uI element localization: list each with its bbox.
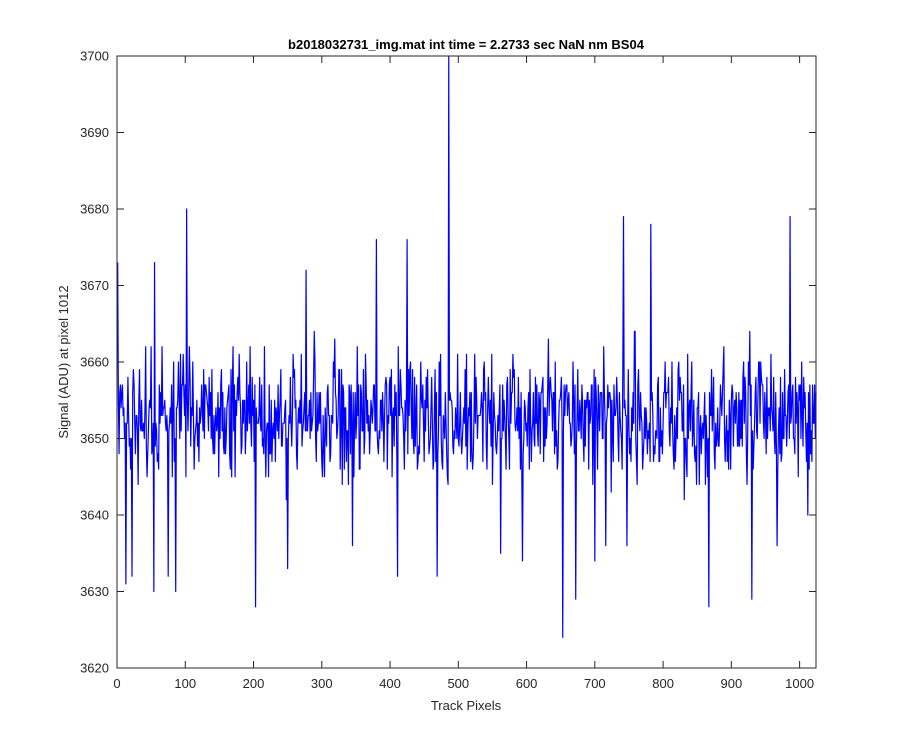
x-tick-label: 100 [174,676,196,691]
x-tick-label: 1000 [785,676,814,691]
y-axis-label: Signal (ADU) at pixel 1012 [56,285,71,438]
y-tick-label: 3640 [80,508,109,523]
y-tick-label: 3660 [80,355,109,370]
y-tick-label: 3670 [80,278,109,293]
x-tick-label: 0 [113,676,120,691]
chart-title: b2018032731_img.mat int time = 2.2733 se… [288,37,645,52]
signal-series-line [117,55,817,639]
x-tick-label: 200 [243,676,265,691]
y-tick-label: 3630 [80,584,109,599]
data-layer [117,55,817,639]
x-tick-label: 700 [584,676,606,691]
y-tick-label: 3700 [80,49,109,64]
tick-layer: 0 100 200 300 400 500 600 700 800 900 1000 3620 3630… [80,49,816,691]
y-tick-label: 3650 [80,431,109,446]
x-tick-label: 800 [652,676,674,691]
y-tick-label: 3690 [80,125,109,140]
y-tick-label: 3680 [80,202,109,217]
y-tick-label: 3620 [80,661,109,676]
x-tick-label: 500 [447,676,469,691]
x-tick-label: 600 [516,676,538,691]
x-tick-label: 400 [379,676,401,691]
x-tick-label: 300 [311,676,333,691]
x-tick-label: 900 [721,676,743,691]
x-axis-label: Track Pixels [431,698,502,713]
